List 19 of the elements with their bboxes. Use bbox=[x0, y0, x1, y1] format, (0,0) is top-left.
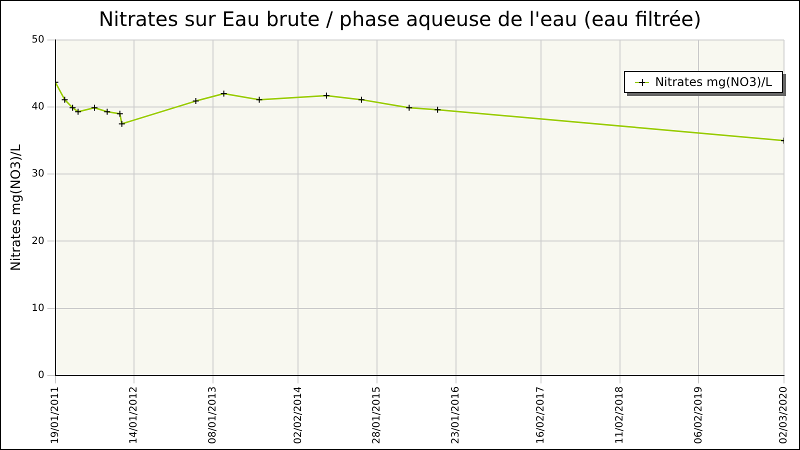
y-tick-label: 10 bbox=[32, 302, 44, 314]
y-tick-label: 0 bbox=[38, 370, 44, 381]
y-tick-label: 50 bbox=[32, 34, 44, 46]
x-tick-label: 02/02/2014 bbox=[292, 386, 304, 444]
y-tick-label: 20 bbox=[32, 236, 44, 247]
x-tick-label: 06/02/2019 bbox=[693, 386, 704, 444]
x-tick-label: 14/01/2012 bbox=[128, 386, 140, 444]
legend-label: Nitrates mg(NO3)/L bbox=[655, 75, 772, 89]
x-tick-label: 19/01/2011 bbox=[50, 386, 61, 444]
x-tick-label: 08/01/2013 bbox=[207, 386, 218, 444]
y-tick-label: 30 bbox=[32, 168, 44, 180]
x-tick-label: 23/01/2016 bbox=[450, 386, 462, 444]
x-tick-label: 28/01/2015 bbox=[372, 386, 383, 444]
x-tick-label: 11/02/2018 bbox=[614, 386, 626, 444]
chart-title: Nitrates sur Eau brute / phase aqueuse de l'eau (eau filtrée) bbox=[98, 7, 702, 31]
x-tick-label: 16/02/2017 bbox=[536, 386, 547, 444]
y-tick-label: 40 bbox=[32, 102, 44, 113]
x-tick-label: 02/03/2020 bbox=[778, 386, 790, 444]
y-axis-title: Nitrates mg(NO3)/L bbox=[9, 144, 24, 272]
